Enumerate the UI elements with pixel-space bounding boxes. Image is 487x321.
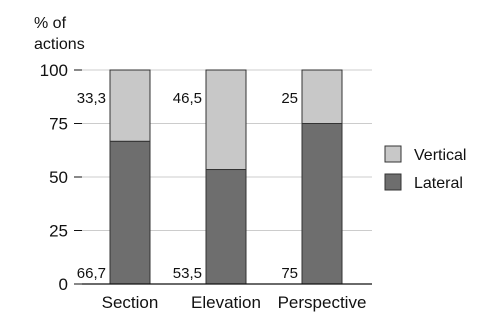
bar-lateral-elevation bbox=[205, 169, 247, 285]
legend-label-lateral: Lateral bbox=[414, 175, 463, 192]
bar-vertical-perspective bbox=[301, 69, 343, 124]
category-label: Elevation bbox=[191, 293, 261, 312]
y-tick-label: 75 bbox=[49, 115, 68, 134]
data-label-vertical: 33,3 bbox=[77, 90, 106, 107]
bar-lateral-section bbox=[109, 140, 151, 285]
axes: 0 25 50 75 100 Section Elevation Perspective bbox=[40, 61, 372, 312]
legend-swatch-lateral bbox=[384, 173, 402, 191]
legend: Vertical Lateral bbox=[384, 145, 466, 192]
y-tick-label: 100 bbox=[40, 61, 68, 80]
data-label-vertical: 46,5 bbox=[173, 90, 202, 107]
y-axis-label: % of actions bbox=[34, 15, 85, 53]
bar-lateral-perspective bbox=[301, 123, 343, 285]
data-labels: 33,3 66,7 46,5 53,5 25 75 bbox=[77, 90, 298, 282]
category-label: Perspective bbox=[278, 293, 367, 312]
data-label-lateral: 53,5 bbox=[173, 265, 202, 282]
y-axis-label-line-2: actions bbox=[34, 36, 85, 53]
bar-vertical-elevation bbox=[205, 69, 247, 171]
y-tick-label: 0 bbox=[59, 275, 68, 294]
bar-vertical-section bbox=[109, 69, 151, 142]
y-tick-label: 25 bbox=[49, 222, 68, 241]
data-label-lateral: 75 bbox=[281, 265, 298, 282]
bars bbox=[109, 69, 343, 285]
y-tick-label: 50 bbox=[49, 168, 68, 187]
legend-label-vertical: Vertical bbox=[414, 147, 466, 164]
category-label: Section bbox=[102, 293, 159, 312]
data-label-lateral: 66,7 bbox=[77, 265, 106, 282]
data-label-vertical: 25 bbox=[281, 90, 298, 107]
y-axis-label-line-1: % of bbox=[34, 15, 67, 32]
legend-swatch-vertical bbox=[384, 145, 402, 163]
